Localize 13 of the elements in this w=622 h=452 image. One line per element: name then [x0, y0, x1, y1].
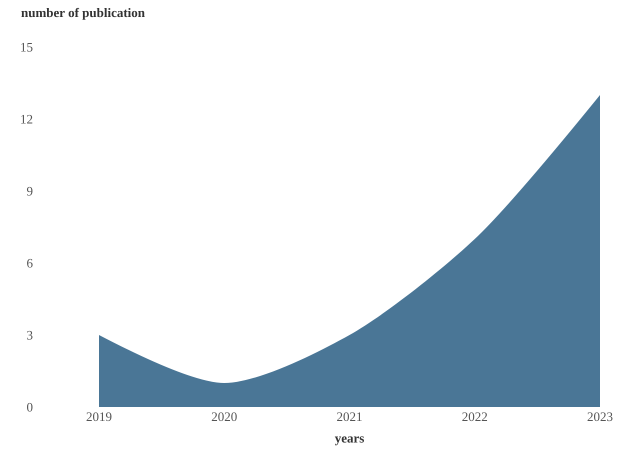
x-tick-label: 2021 — [336, 409, 362, 424]
y-tick-label: 0 — [26, 400, 33, 415]
x-tick-label: 2020 — [211, 409, 238, 424]
y-tick-label: 15 — [20, 40, 33, 55]
x-tick-label: 2022 — [462, 409, 488, 424]
y-axis-title: number of publication — [21, 5, 146, 20]
x-tick-label: 2023 — [587, 409, 613, 424]
y-tick-label: 9 — [26, 184, 33, 199]
y-tick-label: 3 — [26, 328, 33, 343]
y-tick-label: 6 — [26, 256, 34, 271]
y-tick-label: 12 — [20, 112, 33, 127]
x-axis-title: years — [334, 430, 364, 446]
x-tick-label: 2019 — [86, 409, 112, 424]
